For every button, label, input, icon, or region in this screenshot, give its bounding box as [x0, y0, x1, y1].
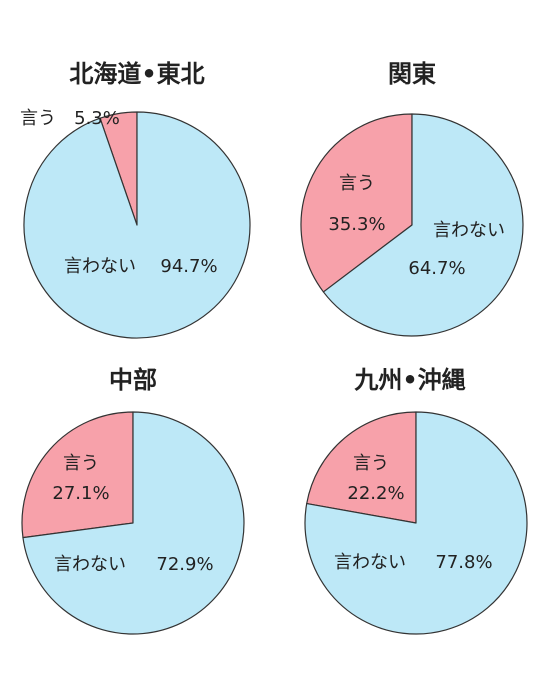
slice-label-iu: 言う [339, 173, 375, 194]
slice-label-iu: 言う [353, 453, 389, 474]
chart-title: 北海道•東北 [69, 60, 204, 88]
pie-slice-iwanai [322, 113, 524, 337]
slice-value-iu: 22.2% [347, 483, 404, 504]
pie-chart-hokkaido-tohoku: 北海道•東北 言う 5.3% 言わない 94.7% [20, 60, 251, 339]
pie-slices [304, 411, 528, 635]
chart-title: 関東 [388, 60, 436, 88]
slice-value-iwanai: 94.7% [160, 256, 217, 277]
chart-title: 九州•沖縄 [353, 366, 465, 394]
pie-slice-iu [306, 411, 417, 524]
slice-value-iwanai: 77.8% [435, 552, 492, 573]
chart-title: 中部 [109, 366, 157, 394]
pie-slice-iu [300, 113, 413, 293]
pie-chart-chubu: 中部 言う 27.1% 言わない 72.9% [21, 366, 245, 635]
pie-chart-kanto: 関東 言う 35.3% 言わない 64.7% [300, 60, 524, 337]
pie-slices [300, 113, 524, 337]
pie-slices [21, 411, 245, 635]
slice-value-iu: 35.3% [328, 214, 385, 235]
slice-label-iwanai: 言わない [334, 552, 406, 573]
slice-value-iwanai: 72.9% [156, 554, 213, 575]
slice-label-iwanai: 言わない [54, 554, 126, 575]
slice-value-iwanai: 64.7% [408, 258, 465, 279]
slice-label-iu: 言う [20, 108, 56, 129]
slice-label-iu: 言う [63, 453, 99, 474]
pie-chart-kyushu-okinawa: 九州•沖縄 言う 22.2% 言わない 77.8% [304, 366, 528, 635]
pie-slice-iwanai [22, 411, 245, 635]
pie-slice-iwanai [304, 411, 528, 635]
slice-label-iwanai: 言わない [433, 220, 505, 241]
slice-value-iu: 27.1% [52, 483, 109, 504]
pie-slice-iu [21, 411, 134, 539]
pie-slice-iwanai [23, 111, 251, 339]
slice-label-iwanai: 言わない [64, 256, 136, 277]
slice-value-iu: 5.3% [74, 108, 120, 129]
pie-slices [23, 111, 251, 339]
